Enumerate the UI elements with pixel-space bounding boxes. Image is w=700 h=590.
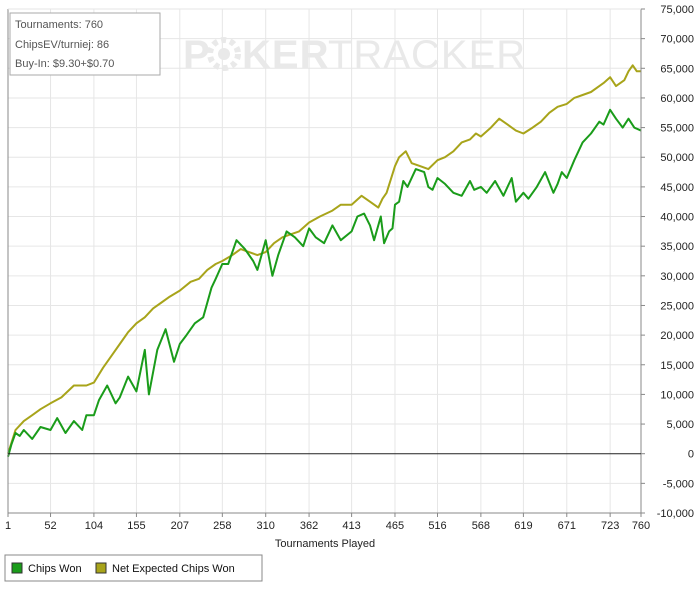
x-tick-label: 362: [300, 520, 318, 532]
x-tick-label: 155: [127, 520, 145, 532]
series-layer: [7, 64, 642, 457]
legend-swatch-chips-won: [11, 562, 23, 574]
y-tick-label: 75,000: [660, 4, 694, 16]
x-tick-label: 723: [601, 520, 619, 532]
y-tick-label: 35,000: [660, 241, 694, 253]
y-tick-label: 45,000: [660, 182, 694, 194]
x-tick-label: 516: [428, 520, 446, 532]
y-tick-label: 15,000: [660, 360, 694, 372]
legend-swatch-net-expected: [95, 562, 107, 574]
info-box-border: [9, 12, 161, 76]
x-tick-label: 207: [171, 520, 189, 532]
y-tick-label: 55,000: [660, 123, 694, 135]
y-tick-label: -5,000: [663, 478, 694, 490]
x-tick-label: 104: [85, 520, 103, 532]
plot-area: [8, 9, 641, 513]
tick-label-layer: -10,000 -5,000 0 5,000 10,000 15,000 20,000 25,…: [5, 4, 694, 532]
info-chips-ev: ChipsEV/turniej: 86: [15, 39, 109, 51]
series-line-chips-won: [7, 108, 642, 457]
y-tick-label: -10,000: [657, 508, 694, 520]
watermark-text-tracker: TRACKER: [328, 33, 526, 77]
info-box: Tournaments: 760 ChipsEV/turniej: 86 Buy…: [9, 12, 161, 76]
x-tick-label: 413: [342, 520, 360, 532]
y-tick-label: 20,000: [660, 330, 694, 342]
y-tick-label: 65,000: [660, 63, 694, 75]
y-tick-label: 40,000: [660, 212, 694, 224]
x-tick-label: 465: [386, 520, 404, 532]
y-tick-label: 0: [688, 449, 694, 461]
x-tick-label: 619: [514, 520, 532, 532]
x-tick-label: 52: [44, 520, 56, 532]
legend-label-net-expected: Net Expected Chips Won: [112, 563, 235, 575]
x-tick-label: 671: [558, 520, 576, 532]
watermark-text-p: P: [183, 33, 211, 77]
info-tournaments: Tournaments: 760: [15, 19, 103, 31]
poker-tracker-watermark: P KER TRACKER: [183, 33, 526, 77]
x-tick-label: 1: [5, 520, 11, 532]
y-tick-label: 25,000: [660, 300, 694, 312]
y-tick-label: 30,000: [660, 271, 694, 283]
y-tick-label: 60,000: [660, 93, 694, 105]
x-tick-label: 760: [632, 520, 650, 532]
axis-layer: [7, 8, 645, 517]
y-tick-label: 70,000: [660, 34, 694, 46]
x-axis-title: Tournaments Played: [275, 538, 375, 550]
series-line-net-expected: [7, 64, 641, 455]
x-tick-label: 568: [472, 520, 490, 532]
watermark-text-ker: KER: [242, 33, 329, 77]
x-tick-label: 310: [257, 520, 275, 532]
y-tick-label: 50,000: [660, 152, 694, 164]
legend-border: [4, 554, 263, 582]
poker-chip-icon: [207, 37, 241, 71]
grid-layer: [7, 8, 642, 514]
legend-label-chips-won: Chips Won: [28, 563, 82, 575]
x-tick-label: 258: [213, 520, 231, 532]
y-tick-label: 10,000: [660, 389, 694, 401]
legend: Chips Won Net Expected Chips Won: [4, 554, 263, 582]
y-tick-label: 5,000: [666, 419, 694, 431]
info-buy-in: Buy-In: $9.30+$0.70: [15, 58, 114, 70]
